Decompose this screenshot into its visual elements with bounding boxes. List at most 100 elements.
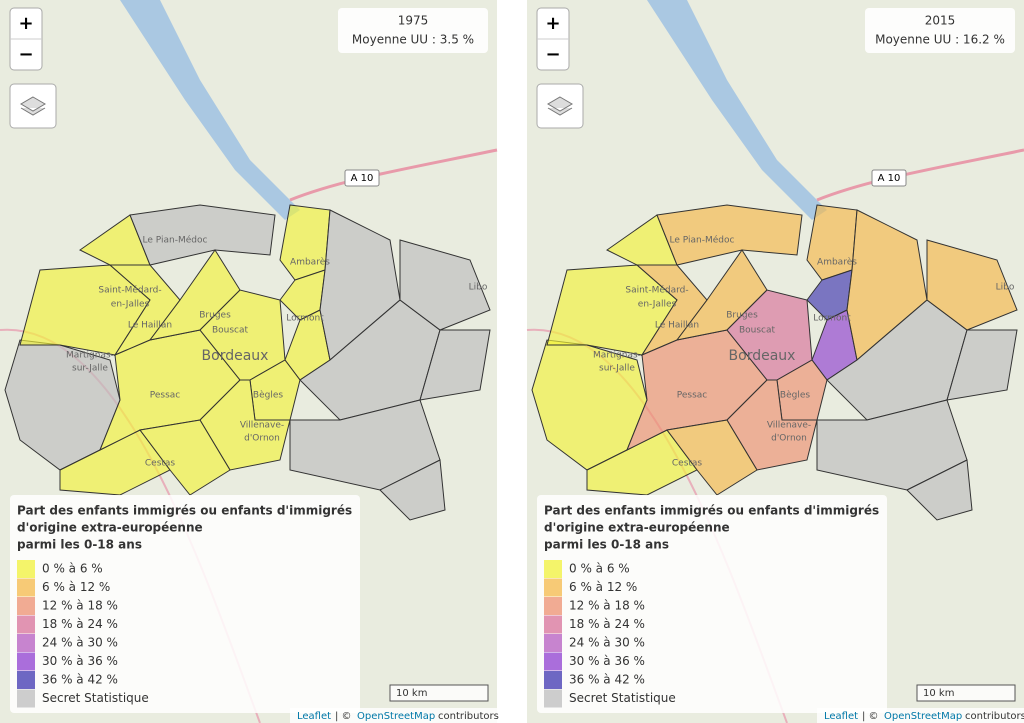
- legend-title: d'origine extra-européenne: [17, 521, 203, 535]
- attribution-box: [290, 708, 497, 723]
- legend-swatch: [544, 578, 562, 597]
- commune: [399, 239, 491, 331]
- scale-label: 10 km: [923, 688, 954, 699]
- commune: [666, 419, 758, 496]
- zoom-out[interactable]: −: [545, 44, 560, 65]
- place-label: Le Haillan: [655, 321, 699, 331]
- place-label: Martignas-: [593, 351, 641, 361]
- place-label: Bègles: [780, 390, 810, 401]
- map-panel: A 10 Le Pian-Médoc Saint-Médard-en-Jalles L…: [526, 0, 1024, 723]
- place-label: Bruges: [199, 311, 231, 321]
- legend-label: Secret Statistique: [42, 691, 149, 705]
- place-label: Villenave-: [240, 421, 284, 431]
- place-label: Saint-Médard-: [625, 285, 688, 296]
- zoom-in[interactable]: +: [18, 13, 33, 34]
- place-label: Bègles: [253, 390, 283, 401]
- map-panel: A 10 Le Pian-Médoc Saint-Médard-en-Jalles L…: [0, 0, 499, 723]
- zoom-in[interactable]: +: [545, 13, 560, 34]
- legend-title: Part des enfants immigrés ou enfants d'i…: [544, 504, 879, 518]
- info-average: Moyenne UU : 3.5 %: [352, 33, 474, 47]
- legend-swatch: [17, 671, 35, 689]
- legend-swatch: [17, 689, 35, 708]
- zoom-out[interactable]: −: [18, 44, 33, 65]
- scale-label: 10 km: [396, 688, 427, 699]
- legend-box: [537, 495, 887, 713]
- legend-title: d'origine extra-européenne: [544, 521, 730, 535]
- attribution-leaflet[interactable]: Leaflet: [824, 711, 858, 722]
- place-label: Lormont: [286, 314, 324, 324]
- attribution-sep: | ©: [335, 711, 352, 722]
- legend-label: 24 % à 30 %: [42, 636, 118, 650]
- legend-swatch: [544, 597, 562, 615]
- commune: [806, 204, 858, 281]
- legend-label: 12 % à 18 %: [42, 599, 118, 613]
- legend-label: 30 % à 36 %: [42, 654, 118, 668]
- legend-label: 0 % à 6 %: [42, 562, 103, 576]
- attribution-leaflet[interactable]: Leaflet: [297, 711, 331, 722]
- legend-swatch: [544, 652, 562, 671]
- attribution-osm[interactable]: OpenStreetMap: [884, 711, 962, 722]
- legend-label: 6 % à 12 %: [569, 580, 637, 594]
- road-label: A 10: [351, 173, 374, 184]
- place-label: Bruges: [726, 311, 758, 321]
- place-label: Villenave-: [767, 421, 811, 431]
- info-year: 2015: [925, 14, 956, 28]
- info-average: Moyenne UU : 16.2 %: [875, 33, 1005, 47]
- legend-swatch: [544, 560, 562, 578]
- attribution-osm[interactable]: OpenStreetMap: [357, 711, 435, 722]
- legend-title: parmi les 0-18 ans: [17, 538, 142, 552]
- commune: [279, 204, 331, 281]
- place-label: Pessac: [150, 391, 181, 401]
- legend-label: 36 % à 42 %: [42, 673, 118, 687]
- legend-label: 18 % à 24 %: [569, 617, 645, 631]
- place-label: Le Pian-Médoc: [670, 235, 735, 246]
- legend-label: 18 % à 24 %: [42, 617, 118, 631]
- legend-swatch: [17, 597, 35, 615]
- legend-swatch: [17, 652, 35, 671]
- place-label: en-Jalles: [111, 300, 150, 310]
- attribution-suffix: contributors: [438, 711, 499, 722]
- place-label: Bouscat: [212, 326, 249, 336]
- road-label: A 10: [878, 173, 901, 184]
- place-label: Bouscat: [739, 326, 776, 336]
- place-label: Saint-Médard-: [98, 285, 161, 296]
- attribution-suffix: contributors: [965, 711, 1024, 722]
- scale-bar: [389, 684, 489, 702]
- place-label: Libo: [996, 283, 1015, 293]
- river: [120, 0, 300, 220]
- place-label: Cestas: [672, 459, 703, 469]
- commune: [419, 329, 491, 401]
- attribution-box: [817, 708, 1024, 723]
- commune: [379, 459, 446, 521]
- place-label: Le Haillan: [128, 321, 172, 331]
- info-box: [338, 8, 488, 53]
- layers-icon: [20, 96, 46, 116]
- legend-title: Part des enfants immigrés ou enfants d'i…: [17, 504, 352, 518]
- legend-swatch: [17, 560, 35, 578]
- place-label: Cestas: [145, 459, 176, 469]
- place-label: Bordeaux: [202, 348, 269, 364]
- legend-swatch: [17, 615, 35, 634]
- layers-button[interactable]: [9, 83, 57, 129]
- layers-button[interactable]: [536, 83, 584, 129]
- legend-swatch: [17, 634, 35, 652]
- legend-label: Secret Statistique: [569, 691, 676, 705]
- legend-label: 6 % à 12 %: [42, 580, 110, 594]
- place-label: Bordeaux: [729, 348, 796, 364]
- legend-swatch: [17, 578, 35, 597]
- legend-label: 30 % à 36 %: [569, 654, 645, 668]
- place-label: sur-Jalle: [72, 364, 108, 374]
- commune: [726, 379, 818, 471]
- info-year: 1975: [398, 14, 429, 28]
- attribution-sep: | ©: [862, 711, 879, 722]
- place-label: d'Ornon: [771, 434, 807, 444]
- commune: [906, 459, 973, 521]
- info-box: [865, 8, 1015, 53]
- river: [647, 0, 827, 220]
- commune: [946, 329, 1018, 401]
- legend-title: parmi les 0-18 ans: [544, 538, 669, 552]
- place-label: Libo: [469, 283, 488, 293]
- place-label: d'Ornon: [244, 434, 280, 444]
- place-label: Le Pian-Médoc: [143, 235, 208, 246]
